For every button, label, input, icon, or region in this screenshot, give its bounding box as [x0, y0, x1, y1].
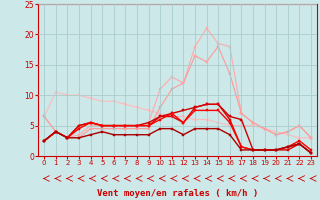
- Text: Vent moyen/en rafales ( km/h ): Vent moyen/en rafales ( km/h ): [97, 189, 258, 198]
